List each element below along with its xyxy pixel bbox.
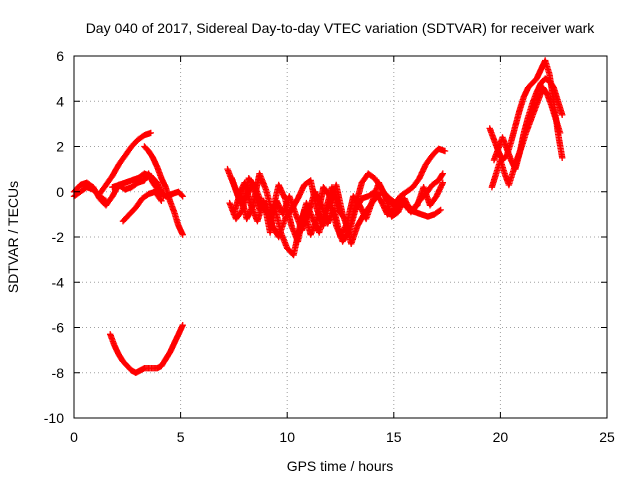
point-markers — [96, 129, 154, 198]
data-series-track-3 — [96, 129, 154, 198]
point-markers — [141, 143, 186, 238]
point-markers — [490, 75, 566, 173]
y-tick-label: 6 — [56, 48, 64, 64]
data-series-track-5 — [109, 170, 167, 200]
x-tick-label: 10 — [279, 429, 295, 445]
y-tick-label: 0 — [56, 184, 64, 200]
x-axis-label: GPS time / hours — [287, 458, 394, 474]
point-markers — [109, 170, 167, 200]
x-tick-label: 25 — [599, 429, 615, 445]
x-tick-label: 15 — [386, 429, 402, 445]
chart-title: Day 040 of 2017, Sidereal Day-to-day VTE… — [86, 20, 596, 36]
axis-ticks — [73, 55, 608, 419]
y-tick-label: -6 — [52, 320, 65, 336]
x-tick-label: 5 — [177, 429, 185, 445]
x-tick-labels: 0 5 10 15 20 25 — [70, 429, 615, 445]
y-tick-label: -2 — [52, 229, 65, 245]
y-axis-label: SDTVAR / TECUs — [5, 181, 21, 293]
data-series-track-4 — [141, 143, 186, 238]
data-points — [70, 57, 566, 376]
point-markers — [119, 188, 165, 225]
y-tick-labels: -10 -8 -6 -4 -2 0 2 4 6 — [44, 48, 64, 426]
data-series-track-11 — [228, 175, 446, 241]
y-tick-label: -10 — [44, 410, 64, 426]
y-tick-label: -4 — [52, 274, 65, 290]
x-tick-label: 0 — [70, 429, 78, 445]
point-markers — [107, 322, 186, 376]
y-tick-label: 4 — [56, 93, 64, 109]
point-markers — [228, 175, 446, 241]
x-tick-label: 20 — [493, 429, 509, 445]
y-tick-label: -8 — [52, 365, 65, 381]
data-series-track-6 — [119, 188, 165, 225]
data-series-track-14 — [490, 75, 566, 173]
y-tick-label: 2 — [56, 139, 64, 155]
data-series-track-7 — [107, 322, 186, 376]
